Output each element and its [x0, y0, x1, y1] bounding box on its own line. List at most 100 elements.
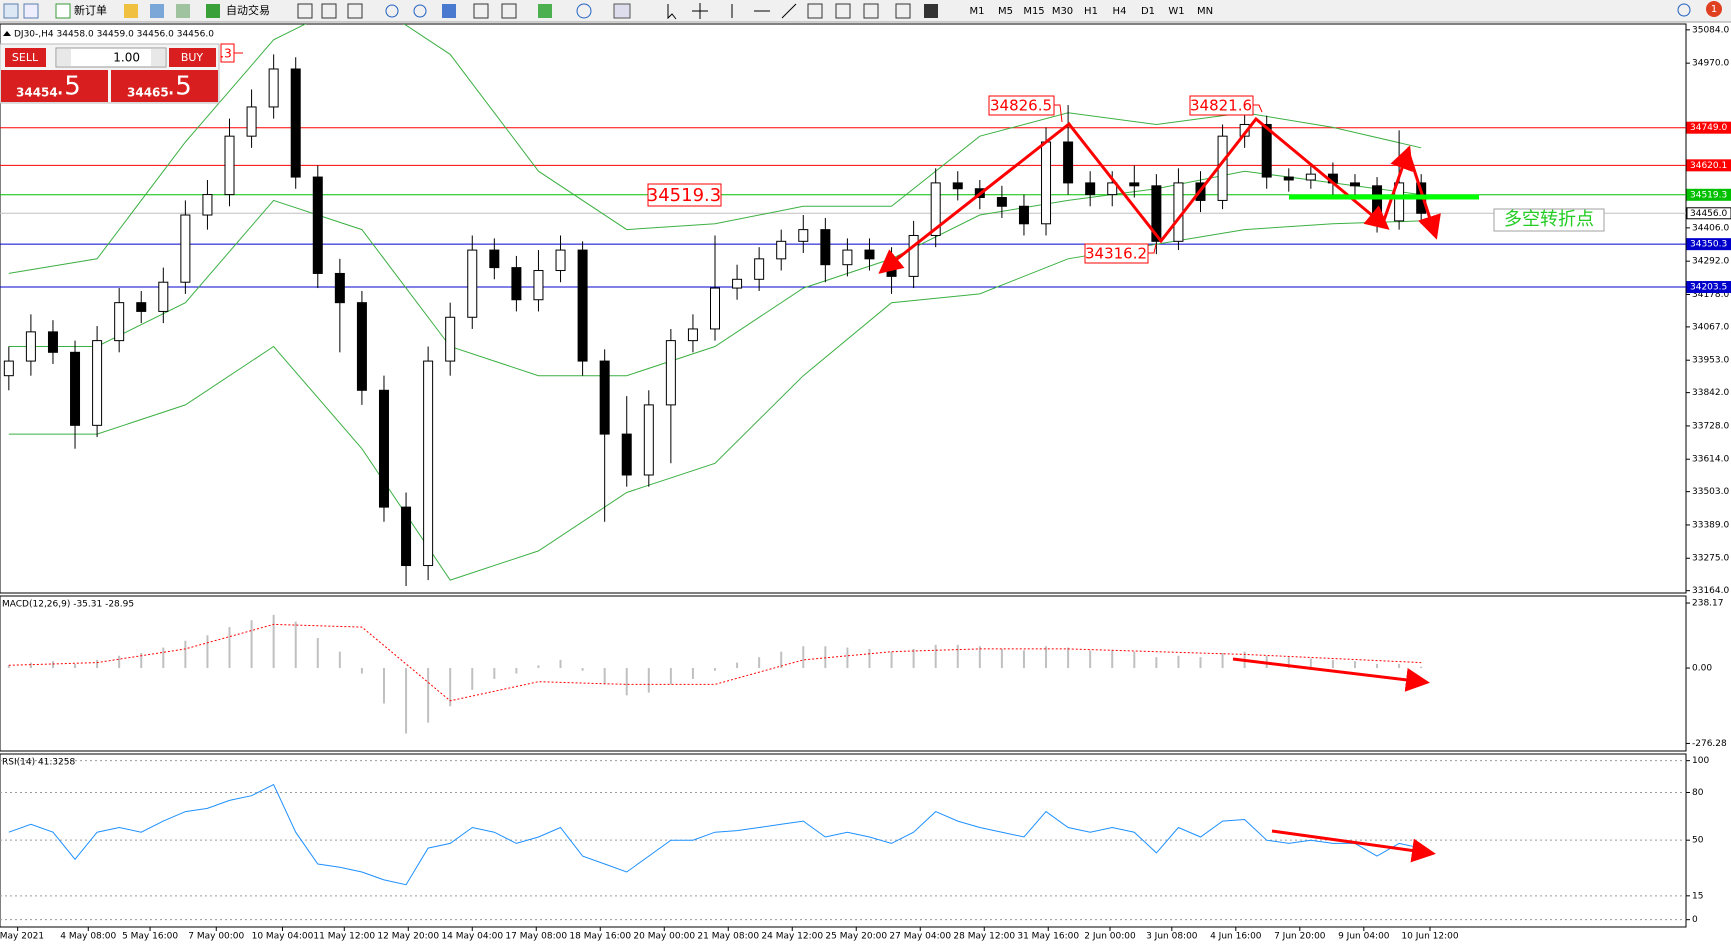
candle-body [1085, 182, 1096, 196]
candle-body [1018, 205, 1029, 225]
new-order-icon[interactable] [55, 3, 71, 19]
collapse-icon[interactable] [3, 31, 11, 36]
icon[interactable] [924, 4, 938, 18]
rsi-panel [0, 753, 1687, 928]
candle-body [312, 176, 323, 274]
sell-label[interactable]: SELL [12, 51, 39, 64]
lots-input[interactable] [55, 47, 167, 68]
icon[interactable] [442, 4, 456, 18]
lots-up[interactable] [151, 49, 165, 66]
candle-body [246, 106, 257, 137]
y-tick-label: -276.28 [1692, 739, 1727, 749]
y-tick-label: 15 [1692, 891, 1703, 901]
x-tick-label: 24 May 12:00 [761, 932, 823, 942]
icon[interactable] [150, 4, 164, 18]
y-tick-label: 238.17 [1692, 599, 1724, 609]
icon[interactable] [3, 3, 19, 19]
timeframe-button[interactable]: MN [1197, 6, 1213, 17]
bid-price[interactable]: 34454 [16, 86, 58, 100]
icon[interactable] [501, 3, 517, 19]
y-tick-label: 34178.0 [1692, 290, 1729, 300]
notification-badge[interactable] [1706, 1, 1722, 17]
timeframe-button[interactable]: H1 [1084, 6, 1098, 17]
candle-body [467, 249, 478, 318]
icon[interactable] [576, 3, 592, 19]
candle-body [687, 328, 698, 342]
x-tick-label: 4 May 08:00 [60, 932, 116, 942]
candle-body [1283, 176, 1294, 181]
timeframe-button[interactable]: D1 [1141, 6, 1155, 17]
x-tick-label: 14 May 04:00 [441, 932, 503, 942]
notification-count[interactable]: 1 [1711, 4, 1717, 15]
icon[interactable] [473, 3, 489, 19]
candle-body [47, 331, 58, 353]
candle-body [1063, 141, 1074, 184]
timeframe-button[interactable]: M5 [998, 6, 1013, 17]
candle-body [621, 433, 632, 476]
x-tick-label: 28 May 12:00 [953, 932, 1015, 942]
ask-fraction[interactable]: .5 [167, 72, 192, 102]
zoom-in[interactable] [385, 4, 399, 18]
icon[interactable] [613, 3, 631, 19]
lots-down[interactable] [57, 49, 71, 66]
y-tick-label: 33842.0 [1692, 388, 1729, 398]
icon[interactable] [321, 3, 337, 19]
candle-body [92, 340, 103, 426]
timeframes: M1 M5 M15 M30 H1 H4 D1 W1 MN [970, 6, 1214, 17]
trend-icon[interactable] [781, 3, 797, 19]
icon[interactable] [124, 4, 138, 18]
icon[interactable] [895, 3, 911, 19]
main-panel [0, 23, 1687, 594]
leader [1253, 104, 1263, 113]
timeframe-button[interactable]: M15 [1023, 6, 1044, 17]
price-level-label: 34350.3 [1690, 240, 1727, 250]
x-tick-label: 3 Jun 08:00 [1146, 932, 1198, 942]
icon[interactable] [835, 3, 851, 19]
buy-button[interactable] [169, 48, 216, 67]
rsi-line [8, 783, 1422, 886]
auto-trading-icon[interactable] [206, 4, 220, 18]
icon[interactable] [297, 3, 313, 19]
icon[interactable] [538, 4, 552, 18]
x-tick-label: 17 May 08:00 [505, 932, 567, 942]
auto-trading[interactable]: 自动交易 [226, 3, 270, 17]
price-level-label: 34749.0 [1690, 123, 1727, 133]
x-tick-label: 20 May 00:00 [633, 932, 695, 942]
new-order[interactable]: 新订单 [74, 3, 107, 17]
ask-box[interactable] [111, 70, 218, 102]
x-tick-label: 25 May 20:00 [825, 932, 887, 942]
search-icon[interactable] [1677, 3, 1691, 17]
timeframe-button[interactable]: M1 [970, 6, 985, 17]
crosshair-icon[interactable] [692, 3, 708, 19]
ask-price[interactable]: 34465 [127, 86, 169, 100]
price-level-label: 34456.0 [1690, 209, 1727, 219]
zoom-out[interactable] [413, 4, 427, 18]
candle-body [798, 229, 809, 242]
cursor-icon[interactable] [667, 4, 677, 20]
y-tick-label: 33164.0 [1692, 586, 1729, 596]
icon[interactable] [807, 3, 823, 19]
price-level-box [1686, 281, 1731, 294]
timeframe-button[interactable]: M30 [1052, 6, 1073, 17]
icon[interactable] [176, 4, 190, 18]
candle-body [1173, 182, 1184, 242]
bid-box[interactable] [1, 70, 108, 102]
x-tick-label: 4 Jun 16:00 [1210, 932, 1262, 942]
y-tick-label: 0.00 [1692, 664, 1712, 674]
bid-fraction[interactable]: .5 [56, 72, 81, 102]
candle-body [136, 302, 147, 312]
icon[interactable] [23, 3, 39, 19]
pivot-label: 多空转折点 [1504, 209, 1594, 230]
icon[interactable] [347, 3, 363, 19]
timeframe-button[interactable]: W1 [1168, 6, 1184, 17]
candle-body [1394, 182, 1405, 222]
icon[interactable] [863, 3, 879, 19]
price-level-label: 34203.5 [1690, 283, 1727, 293]
lots-value[interactable]: 1.00 [113, 51, 140, 65]
candle-body [1107, 182, 1118, 196]
y-tick-label: 33275.0 [1692, 554, 1729, 564]
sell-button[interactable] [5, 48, 46, 67]
buy-label[interactable]: BUY [181, 51, 204, 64]
timeframe-button[interactable]: H4 [1113, 6, 1127, 17]
